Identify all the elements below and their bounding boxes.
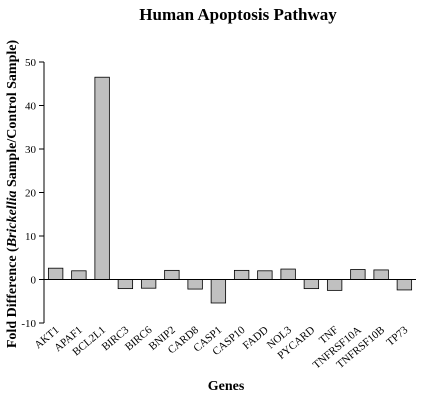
y-tick-label: 20: [25, 188, 37, 200]
bar-birc3: [117, 279, 134, 290]
bar-pycard: [303, 279, 320, 290]
bar-akt1: [47, 267, 64, 280]
y-ticks-group: -10 0 10 20 30 40 50: [21, 57, 44, 330]
x-tick-label-fadd: FADD: [241, 324, 271, 352]
y-axis-label: Fold Difference (Brickellia Sample/Contr…: [5, 40, 20, 349]
y-tick-label: -10: [21, 318, 36, 330]
y-axis-label-part-3: Sample/Control Sample): [5, 40, 20, 191]
y-axis-label-italic-part: Brickellia: [5, 191, 20, 249]
y-tick-label: 30: [25, 144, 37, 156]
y-tick-label: 50: [25, 57, 37, 69]
bar-fadd: [257, 270, 273, 280]
bar-casp10: [233, 269, 250, 280]
bar-nol3: [280, 268, 296, 280]
bar-bnip2: [164, 269, 180, 280]
y-axis-label-part-1: Fold Difference (: [5, 247, 20, 348]
x-tick-label-tp73: TP73: [384, 324, 410, 349]
bar-card8: [187, 279, 203, 290]
bar-tnf: [326, 279, 343, 291]
y-tick-label: 0: [31, 275, 37, 287]
x-labels-group: AKT1APAF1BCL2L1BIRC3BIRC6BNIP2CARD8CASP1…: [32, 324, 410, 372]
bar-tnfrsf10a: [350, 269, 366, 280]
chart-title: Human Apoptosis Pathway: [139, 5, 337, 24]
y-tick-label: 40: [25, 101, 37, 113]
bar-apaf1: [71, 270, 87, 280]
y-tick-label: 10: [25, 231, 37, 243]
bar-tnfrsf10b: [373, 269, 389, 280]
bar-casp1: [210, 279, 227, 304]
bars-group: [47, 76, 413, 304]
bar-bcl2l1: [94, 76, 110, 280]
bar-birc6: [140, 279, 157, 289]
x-axis-label: Genes: [208, 379, 245, 394]
bar-tp73: [396, 279, 413, 291]
